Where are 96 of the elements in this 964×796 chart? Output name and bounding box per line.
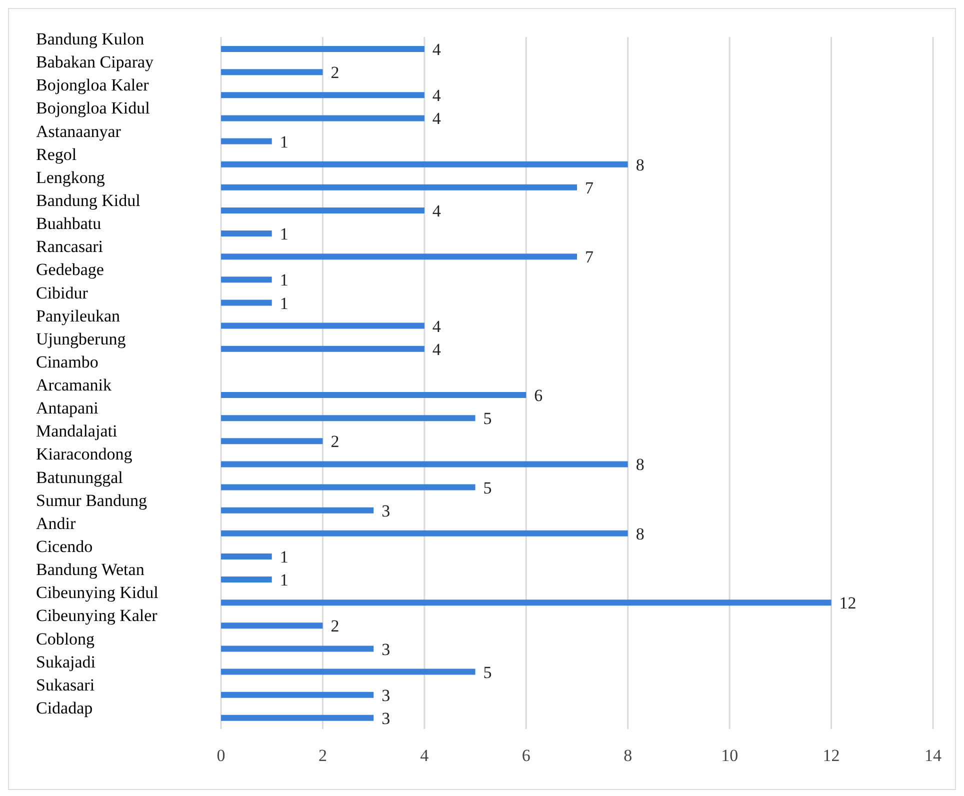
bar <box>221 184 577 190</box>
data-label: 2 <box>330 63 340 82</box>
data-label: 3 <box>382 640 390 659</box>
data-label: 1 <box>280 224 288 244</box>
y-tick-label: Cidadap <box>36 698 93 718</box>
data-label: 3 <box>382 501 390 520</box>
y-tick-label: Buahbatu <box>36 214 102 234</box>
data-label: 6 <box>534 386 543 406</box>
bar <box>221 115 424 122</box>
y-tick-label: Rancasari <box>36 237 104 256</box>
bar <box>221 322 424 329</box>
y-tick-label: Bojongloa Kaler <box>36 76 150 95</box>
bar <box>221 276 272 283</box>
y-tick-label: Bandung Kulon <box>36 30 145 49</box>
bar <box>221 300 272 306</box>
x-tick-label: 8 <box>624 746 632 766</box>
data-label: 3 <box>382 708 390 728</box>
y-tick-label: Sumur Bandung <box>36 490 148 510</box>
y-tick-label: Bandung Wetan <box>36 560 145 580</box>
x-tick-label: 2 <box>318 746 327 766</box>
y-tick-label: Cibeunying Kaler <box>36 606 158 626</box>
data-label: 2 <box>330 616 340 636</box>
y-tick-label: Mandalajati <box>36 422 118 441</box>
data-label: 4 <box>432 340 442 359</box>
y-tick-label: Cibidur <box>36 283 88 302</box>
y-tick-label: Gedebage <box>36 260 104 280</box>
bar <box>221 92 424 98</box>
y-tick-label: Andir <box>36 514 76 533</box>
data-label: 5 <box>483 478 492 498</box>
y-tick-label: Bandung Kidul <box>36 191 141 210</box>
y-tick-label: Babakan Ciparay <box>36 52 154 72</box>
bar <box>221 46 424 52</box>
data-label: 3 <box>382 686 390 705</box>
bar <box>221 415 476 422</box>
bar <box>221 714 374 721</box>
data-label: 8 <box>636 455 644 474</box>
data-label: 4 <box>432 40 442 60</box>
y-tick-label: Panyileukan <box>36 306 121 326</box>
bar <box>221 69 323 76</box>
bar <box>221 161 628 168</box>
data-label: 1 <box>280 294 288 313</box>
data-label: 12 <box>839 594 856 613</box>
bar <box>221 230 272 237</box>
y-tick-label: Ujungberung <box>36 329 126 348</box>
data-label: 4 <box>432 202 442 220</box>
data-label: 2 <box>330 432 340 452</box>
data-label: 5 <box>483 409 492 428</box>
y-tick-label: Lengkong <box>36 168 106 187</box>
bar <box>221 461 628 468</box>
data-label: 7 <box>585 178 594 198</box>
bar <box>221 553 272 560</box>
bar <box>221 438 323 444</box>
bar <box>221 600 832 606</box>
bar <box>221 576 272 583</box>
bar <box>221 207 424 214</box>
y-tick-label: Kiaracondong <box>36 444 133 464</box>
data-label: 1 <box>280 548 288 566</box>
x-tick-label: 0 <box>216 746 226 766</box>
y-tick-label: Antapani <box>36 398 99 418</box>
data-label: 5 <box>483 662 492 682</box>
data-label: 4 <box>432 316 442 336</box>
data-label: 1 <box>280 132 288 152</box>
bar <box>221 138 272 144</box>
data-label: 8 <box>636 155 644 174</box>
y-tick-label: Bojongloa Kidul <box>36 98 150 118</box>
bar <box>221 507 374 514</box>
y-tick-label: Sukajadi <box>36 652 96 672</box>
bar <box>221 254 577 260</box>
x-tick-label: 14 <box>924 746 942 766</box>
y-tick-label: Batununggal <box>36 468 124 487</box>
y-tick-label: Arcamanik <box>36 376 112 395</box>
bar <box>221 392 526 398</box>
x-tick-label: 10 <box>721 746 738 766</box>
x-tick-label: 12 <box>822 746 840 766</box>
data-label: 8 <box>636 524 644 544</box>
bar <box>221 530 628 536</box>
y-tick-label: Sukasari <box>36 675 95 694</box>
y-tick-label: Coblong <box>36 629 96 648</box>
y-tick-label: Astanaanyar <box>36 122 122 141</box>
data-label: 4 <box>432 86 442 106</box>
bar <box>221 622 323 629</box>
bar <box>221 646 374 652</box>
y-tick-label: Regol <box>36 144 77 164</box>
y-tick-label: Cibeunying Kidul <box>36 583 159 602</box>
x-tick-label: 4 <box>420 746 430 766</box>
data-label: 1 <box>280 570 288 590</box>
bar <box>221 484 476 490</box>
bar <box>221 692 374 698</box>
bar <box>221 668 476 675</box>
data-label: 7 <box>585 248 594 267</box>
data-label: 4 <box>432 109 442 128</box>
x-tick-label: 6 <box>522 746 530 766</box>
y-tick-label: Cicendo <box>36 537 93 556</box>
bar <box>221 346 424 352</box>
data-label: 1 <box>280 270 288 290</box>
y-tick-label: Cinambo <box>36 352 98 372</box>
